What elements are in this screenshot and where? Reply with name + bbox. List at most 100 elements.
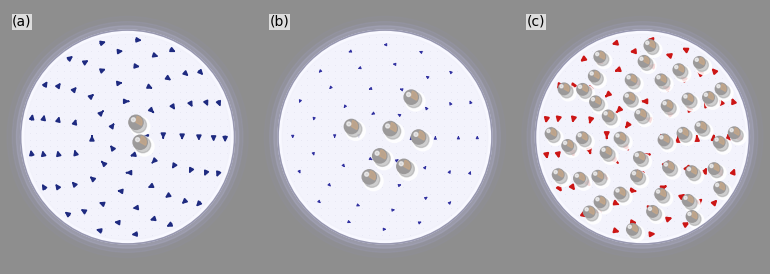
Circle shape [646, 41, 649, 44]
Circle shape [617, 134, 629, 147]
Circle shape [628, 76, 640, 89]
Wedge shape [721, 84, 726, 91]
Circle shape [628, 225, 631, 228]
Circle shape [705, 93, 708, 96]
Circle shape [717, 85, 720, 88]
Circle shape [686, 211, 698, 222]
Circle shape [634, 152, 645, 163]
Circle shape [385, 123, 400, 139]
Circle shape [129, 115, 143, 129]
Circle shape [658, 76, 670, 89]
Circle shape [132, 118, 136, 122]
Circle shape [635, 153, 638, 156]
Circle shape [578, 133, 581, 137]
Circle shape [578, 134, 594, 150]
Circle shape [135, 137, 154, 156]
Circle shape [647, 206, 658, 217]
Wedge shape [720, 183, 725, 190]
Wedge shape [719, 137, 724, 145]
Wedge shape [583, 85, 588, 92]
Circle shape [554, 171, 567, 184]
Circle shape [661, 136, 673, 149]
Circle shape [579, 86, 594, 101]
Circle shape [564, 141, 567, 144]
Circle shape [596, 53, 612, 69]
Circle shape [711, 165, 723, 178]
Circle shape [592, 98, 608, 114]
Wedge shape [600, 197, 605, 204]
Circle shape [274, 26, 496, 248]
Wedge shape [679, 65, 684, 72]
Circle shape [574, 172, 585, 184]
Circle shape [625, 74, 637, 86]
Circle shape [714, 182, 725, 193]
Circle shape [718, 85, 733, 101]
Circle shape [628, 226, 641, 238]
Circle shape [362, 170, 377, 184]
Wedge shape [140, 136, 146, 145]
Circle shape [399, 161, 414, 177]
Wedge shape [692, 212, 697, 219]
Circle shape [638, 56, 650, 67]
Circle shape [688, 168, 701, 181]
Circle shape [629, 226, 644, 241]
Wedge shape [699, 58, 705, 65]
Circle shape [7, 16, 248, 258]
Circle shape [531, 26, 754, 248]
Circle shape [591, 98, 594, 101]
Circle shape [710, 164, 713, 168]
Circle shape [684, 196, 687, 199]
Circle shape [711, 165, 726, 181]
Circle shape [406, 92, 425, 111]
Wedge shape [567, 141, 573, 148]
Text: (b): (b) [270, 15, 290, 29]
Wedge shape [606, 147, 611, 155]
Circle shape [397, 159, 411, 173]
Circle shape [540, 34, 745, 240]
Circle shape [697, 123, 700, 126]
Circle shape [597, 198, 612, 214]
Circle shape [616, 189, 619, 192]
Circle shape [602, 149, 615, 161]
Circle shape [715, 83, 727, 95]
Circle shape [578, 85, 581, 89]
Circle shape [626, 95, 638, 107]
Circle shape [576, 175, 588, 187]
Circle shape [685, 95, 700, 111]
Wedge shape [595, 97, 601, 104]
Wedge shape [598, 172, 603, 179]
Circle shape [633, 172, 648, 188]
Circle shape [658, 134, 670, 146]
Circle shape [640, 57, 643, 60]
Circle shape [535, 30, 749, 244]
Circle shape [407, 93, 410, 96]
Circle shape [558, 83, 570, 95]
Circle shape [375, 151, 379, 155]
Circle shape [688, 213, 704, 229]
Wedge shape [653, 207, 658, 214]
Circle shape [554, 171, 571, 187]
Circle shape [590, 72, 594, 75]
Circle shape [616, 134, 619, 137]
Circle shape [604, 112, 618, 125]
Wedge shape [411, 91, 417, 100]
Circle shape [685, 95, 697, 108]
Circle shape [679, 130, 695, 145]
Circle shape [591, 73, 606, 88]
Circle shape [685, 197, 700, 212]
Circle shape [705, 94, 721, 109]
Circle shape [594, 172, 597, 175]
Circle shape [616, 189, 629, 202]
Circle shape [731, 129, 743, 142]
Circle shape [636, 154, 651, 170]
Circle shape [561, 85, 576, 101]
Circle shape [592, 170, 604, 182]
Circle shape [628, 76, 643, 92]
Circle shape [627, 76, 630, 79]
Circle shape [649, 208, 661, 220]
Circle shape [641, 58, 656, 73]
Circle shape [365, 172, 369, 176]
Wedge shape [600, 52, 604, 59]
Circle shape [635, 109, 647, 121]
Circle shape [547, 130, 560, 142]
